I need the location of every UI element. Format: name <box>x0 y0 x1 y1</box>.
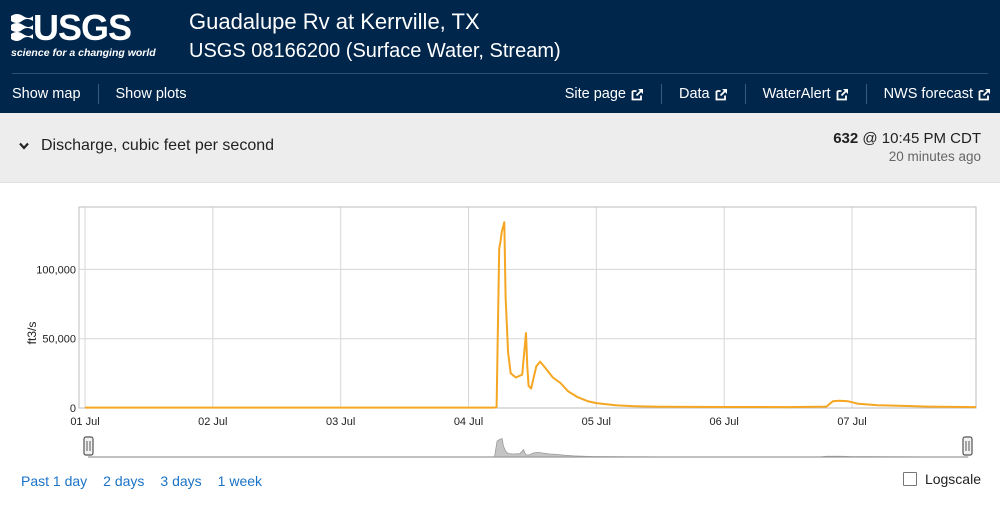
brush-series-area <box>88 437 969 458</box>
latest-value-number: 632 <box>833 130 859 147</box>
usgs-logo[interactable]: USGS science for a changing world <box>11 7 156 59</box>
wateralert-label: WaterAlert <box>762 86 831 102</box>
period-3-days-link[interactable]: 3 days <box>160 473 202 489</box>
usgs-tagline: science for a changing world <box>11 47 156 59</box>
data-label: Data <box>678 86 710 102</box>
period-1-week-link[interactable]: 1 week <box>217 473 263 489</box>
x-tick-label: 03 Jul <box>326 416 355 428</box>
external-link-icon <box>978 88 991 100</box>
parameter-label[interactable]: Discharge, cubic feet per second <box>41 137 275 154</box>
logscale-checkbox[interactable] <box>902 472 917 486</box>
period-links: Past 1 day 2 days 3 days 1 week <box>21 473 278 489</box>
y-axis-ticks: 0 50,000 100,000 <box>36 264 76 415</box>
x-tick-label: 06 Jul <box>709 416 738 428</box>
brush-handle-right[interactable] <box>962 436 973 456</box>
latest-value-age: 20 minutes ago <box>888 149 981 164</box>
x-tick-label: 02 Jul <box>198 416 227 428</box>
latest-value-time: @ 10:45 PM CDT <box>858 130 981 147</box>
y-tick-label: 50,000 <box>42 334 76 346</box>
site-page-label: Site page <box>564 86 626 102</box>
period-1-day-link[interactable]: Past 1 day <box>21 473 88 489</box>
x-tick-label: 05 Jul <box>582 416 611 428</box>
chevron-down-icon[interactable] <box>18 140 30 152</box>
header-divider <box>12 73 988 74</box>
show-map-link[interactable]: Show map <box>12 86 81 102</box>
nav-right: Site page Data WaterAlert NWS forecast <box>565 84 991 104</box>
external-link-icon <box>631 88 644 100</box>
external-link-icon <box>715 88 727 100</box>
show-plots-link[interactable]: Show plots <box>115 86 187 102</box>
brush-track <box>88 434 968 458</box>
site-header: USGS science for a changing world Guadal… <box>0 0 1000 113</box>
x-axis-ticks: 01 Jul 02 Jul 03 Jul 04 Jul 05 Jul 06 Jul 07 J… <box>70 416 866 428</box>
nws-forecast-label: NWS forecast <box>883 86 973 102</box>
y-axis-label: ft3/s <box>25 322 39 345</box>
chart-grid <box>79 207 976 408</box>
site-title: Guadalupe Rv at Kerrville, TX <box>189 9 480 34</box>
x-tick-label: 01 Jul <box>70 416 99 428</box>
y-tick-label: 0 <box>70 403 76 415</box>
logscale-label: Logscale <box>924 471 981 487</box>
site-page-link[interactable]: Site page <box>565 86 644 102</box>
period-2-days-link[interactable]: 2 days <box>103 473 145 489</box>
plot-area-border <box>78 206 977 409</box>
parameter-bar[interactable] <box>0 113 1000 183</box>
nws-forecast-link[interactable]: NWS forecast <box>884 86 991 102</box>
wateralert-link[interactable]: WaterAlert <box>763 86 849 102</box>
x-tick-label: 07 Jul <box>837 416 866 428</box>
nav-separator <box>97 84 99 104</box>
data-link[interactable]: Data <box>679 86 728 102</box>
nav-left: Show map Show plots <box>12 84 186 104</box>
brush-handle-left[interactable] <box>83 436 94 456</box>
usgs-wordmark: USGS <box>33 7 132 48</box>
logscale-toggle[interactable]: Logscale <box>902 471 981 487</box>
nav-separator <box>744 84 746 104</box>
x-tick-label: 04 Jul <box>454 416 483 428</box>
nav-separator <box>865 84 867 104</box>
site-subtitle: USGS 08166200 (Surface Water, Stream) <box>189 40 561 62</box>
nav-separator <box>660 84 662 104</box>
brush-navigator[interactable] <box>83 434 973 458</box>
y-tick-label: 100,000 <box>36 264 76 276</box>
discharge-series-line <box>85 221 977 409</box>
usgs-wave-icon <box>11 14 33 41</box>
latest-value: 632 @ 10:45 PM CDT <box>833 130 981 147</box>
external-link-icon <box>836 88 848 100</box>
